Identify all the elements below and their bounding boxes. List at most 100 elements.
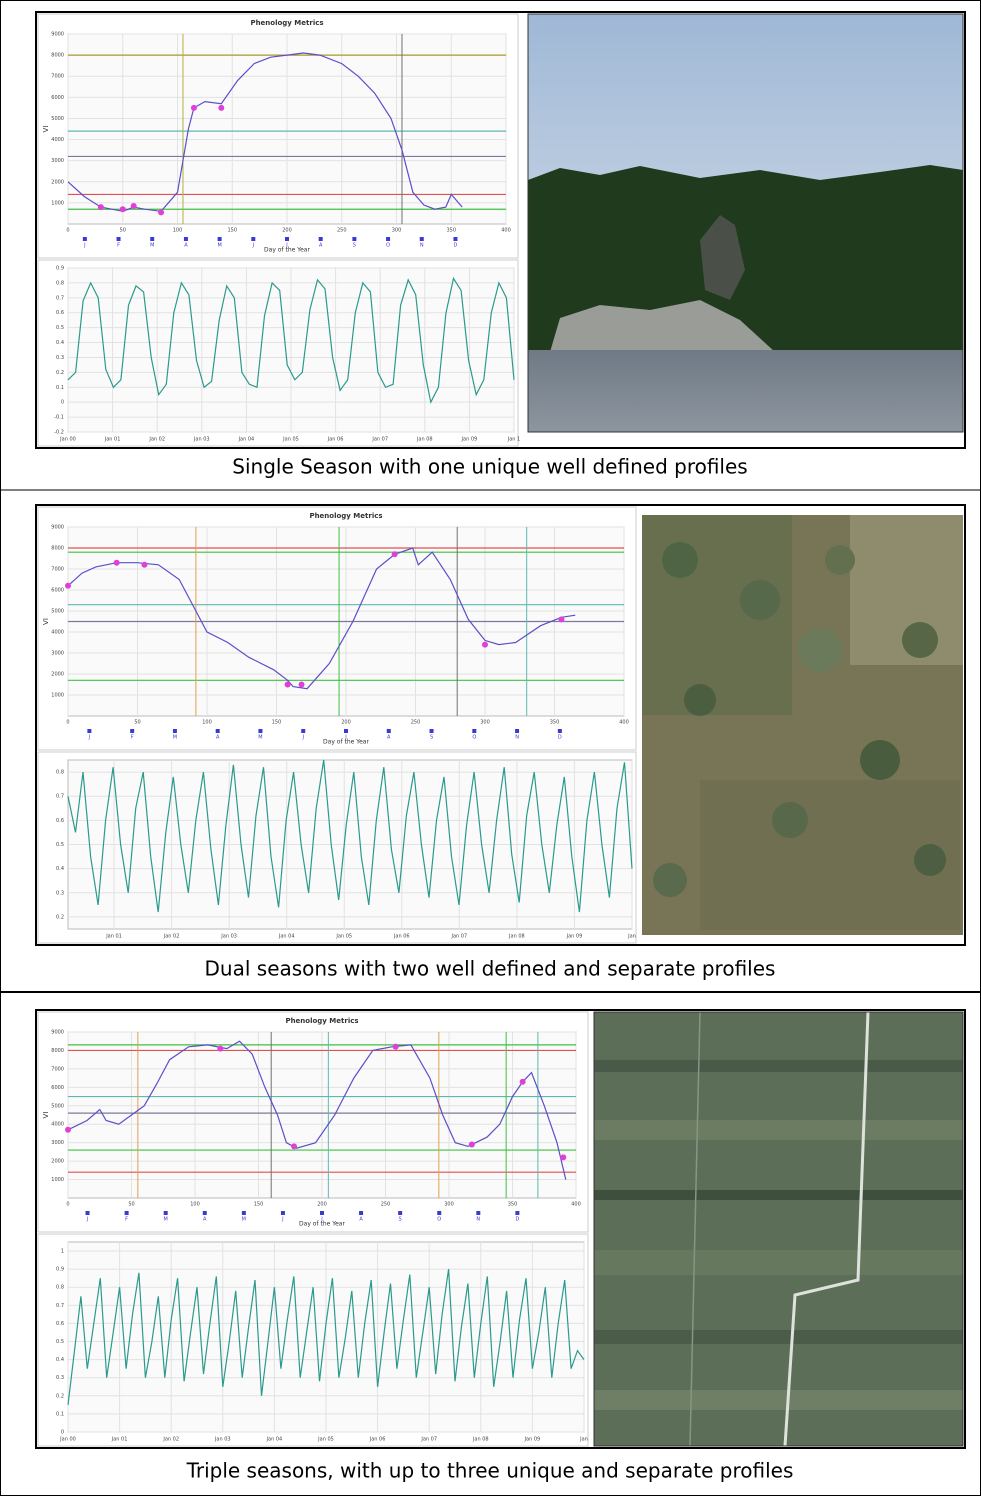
y-tick-label: 5000 xyxy=(51,116,64,122)
y-tick-label: 0 xyxy=(61,400,64,406)
y-tick-label: 1000 xyxy=(51,200,64,206)
month-marker xyxy=(258,729,263,733)
y-tick-label: -0.1 xyxy=(54,415,64,421)
x-tick-label: 100 xyxy=(190,1202,200,1208)
x-tick-label: 100 xyxy=(173,228,183,234)
caption: Dual seasons with two well defined and s… xyxy=(205,957,776,981)
figure-frame xyxy=(35,11,966,449)
x-tick-label: 350 xyxy=(550,720,560,726)
x-tick-label: Jan 04 xyxy=(238,437,255,443)
y-tick-label: 7000 xyxy=(51,567,64,573)
month-label: O xyxy=(437,1217,441,1223)
x-tick-label: Jan 01 xyxy=(111,1437,128,1443)
month-label: J xyxy=(281,1217,283,1223)
photo-pivot-fields xyxy=(642,515,963,935)
month-marker xyxy=(419,237,424,241)
y-tick-label: 7000 xyxy=(51,74,64,80)
month-marker xyxy=(217,237,222,241)
y-tick-label: 1 xyxy=(61,1249,64,1255)
month-marker xyxy=(557,729,562,733)
month-marker xyxy=(437,1211,442,1215)
month-label: A xyxy=(359,1217,363,1223)
chart-title: Phenology Metrics xyxy=(285,1017,358,1025)
x-tick-label: 100 xyxy=(202,720,212,726)
month-marker xyxy=(124,1211,129,1215)
x-tick-label: 400 xyxy=(501,228,511,234)
y-tick-label: 0.7 xyxy=(56,1303,64,1309)
x-tick-label: Jan 05 xyxy=(282,437,299,443)
y-tick-label: 6000 xyxy=(51,95,64,101)
month-label: D xyxy=(558,735,562,741)
month-label: J xyxy=(83,243,85,249)
x-axis-label: Day of the Year xyxy=(323,739,369,746)
month-marker xyxy=(359,1211,364,1215)
chart-title: Phenology Metrics xyxy=(309,512,382,520)
metric-point xyxy=(468,1141,475,1148)
month-marker xyxy=(515,1211,520,1215)
y-tick-label: 9000 xyxy=(51,1030,64,1036)
metric-point xyxy=(141,561,148,568)
y-tick-label: 5000 xyxy=(51,1103,64,1109)
y-tick-label: 0.4 xyxy=(56,1357,64,1363)
month-marker xyxy=(163,1211,168,1215)
metric-point xyxy=(113,559,120,566)
caption: Single Season with one unique well defin… xyxy=(232,455,747,479)
x-tick-label: Jan 03 xyxy=(220,934,237,940)
x-tick-label: Jan 06 xyxy=(327,437,344,443)
month-marker xyxy=(116,237,121,241)
y-tick-label: 1000 xyxy=(51,693,64,699)
metric-point xyxy=(217,1045,224,1052)
y-tick-label: 0.3 xyxy=(56,355,64,361)
y-tick-label: 0.3 xyxy=(56,890,64,896)
y-tick-label: 4000 xyxy=(51,137,64,143)
month-label: M xyxy=(242,1217,246,1223)
y-tick-label: 0.5 xyxy=(56,1339,64,1345)
month-marker xyxy=(150,237,155,241)
y-tick-label: 0.9 xyxy=(56,1267,64,1273)
x-tick-label: Jan 00 xyxy=(59,1437,76,1443)
figure-frame xyxy=(35,504,966,946)
month-marker xyxy=(85,1211,90,1215)
month-label: N xyxy=(476,1217,480,1223)
month-label: F xyxy=(125,1217,128,1223)
month-marker xyxy=(344,729,348,733)
x-tick-label: 250 xyxy=(411,720,421,726)
month-marker xyxy=(453,237,458,241)
y-tick-label: 0.2 xyxy=(56,1393,64,1399)
y-tick-label: 0.8 xyxy=(56,770,64,776)
month-label: A xyxy=(203,1217,207,1223)
y-tick-label: 9000 xyxy=(51,32,64,38)
x-tick-label: 300 xyxy=(444,1202,454,1208)
y-tick-label: 0.6 xyxy=(56,310,64,316)
month-label: M xyxy=(150,243,154,249)
x-tick-label: Jan 01 xyxy=(104,437,121,443)
x-tick-label: 300 xyxy=(480,720,490,726)
month-marker xyxy=(301,729,306,733)
x-tick-label: 200 xyxy=(341,720,351,726)
month-label: J xyxy=(320,1217,322,1223)
y-tick-label: 0.7 xyxy=(56,295,64,301)
month-marker xyxy=(320,1211,324,1215)
x-tick-label: Jan 07 xyxy=(371,437,388,443)
x-tick-label: 200 xyxy=(282,228,292,234)
month-label: A xyxy=(184,243,188,249)
month-marker xyxy=(472,729,477,733)
x-axis-label: Day of the Year xyxy=(264,247,310,254)
y-tick-label: 0.2 xyxy=(56,914,64,920)
x-tick-label: 150 xyxy=(254,1202,264,1208)
x-tick-label: 50 xyxy=(120,228,126,234)
metric-point xyxy=(391,551,398,558)
month-label: J xyxy=(252,243,254,249)
x-tick-label: Jan 04 xyxy=(266,1437,283,1443)
x-tick-label: 250 xyxy=(381,1202,391,1208)
month-label: N xyxy=(420,243,424,249)
x-tick-label: 0 xyxy=(66,1202,69,1208)
x-tick-label: 250 xyxy=(337,228,347,234)
y-tick-label: 5000 xyxy=(51,609,64,615)
y-tick-label: 0.5 xyxy=(56,842,64,848)
metric-point xyxy=(519,1078,526,1085)
month-label: O xyxy=(386,243,390,249)
metric-point xyxy=(560,1154,567,1161)
x-tick-label: Jan 06 xyxy=(369,1437,386,1443)
y-tick-label: 0.9 xyxy=(56,266,64,272)
